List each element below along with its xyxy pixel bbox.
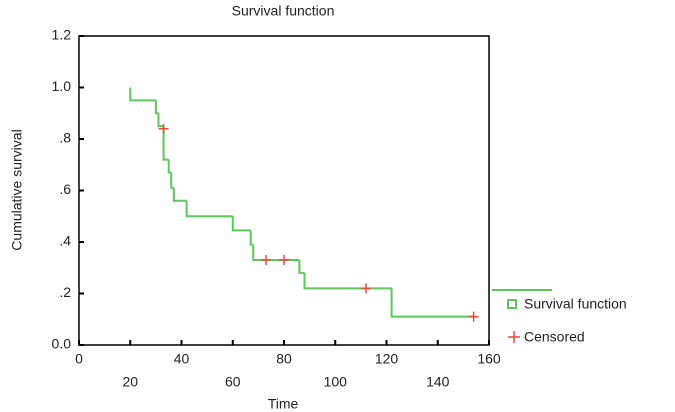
y-tick-label: .4 [59,233,71,249]
censor-marker [158,123,169,134]
x-tick-label: 160 [477,351,501,367]
censor-marker [261,255,272,266]
legend-swatch [507,299,517,309]
y-tick-label: 1.0 [52,78,72,94]
x-axis-label: Time [268,396,299,412]
step-segment [249,230,254,246]
y-axis-label: Cumulative survival [9,129,25,250]
legend-label: Survival function [524,296,627,312]
chart-title: Survival function [232,3,335,19]
x-tick-label: 120 [375,351,399,367]
y-tick-label: 0.0 [52,336,72,352]
step-segment [172,187,187,202]
legend-label: Censored [524,329,585,345]
legend-swatch [508,331,520,343]
censor-marker [361,283,371,294]
plot-frame [78,35,490,346]
x-tick-label: 0 [75,351,83,367]
step-segment [303,272,392,290]
x-tick-label: 80 [276,351,292,367]
x-tick-label: 140 [426,374,450,390]
step-segment [252,244,300,262]
step-segment [231,216,251,232]
y-tick-label: 1.2 [52,27,72,43]
legend [490,284,675,348]
step-segment [298,260,305,274]
step-segment [185,200,233,218]
step-segment [390,288,474,318]
x-tick-label: 100 [324,374,348,390]
x-tick-label: 20 [122,374,138,390]
censor-marker [468,311,479,322]
step-segment [129,87,156,102]
x-tick-label: 60 [225,374,241,390]
y-tick-label: .6 [59,181,71,197]
x-tick-label: 40 [174,351,190,367]
step-segment [170,172,174,189]
censor-marker [279,255,289,266]
y-tick-label: .2 [59,284,71,300]
step-segment [167,159,172,174]
step-segment [162,126,169,161]
y-tick-label: .8 [59,130,71,146]
step-segment [154,100,159,115]
step-segment [157,113,164,128]
